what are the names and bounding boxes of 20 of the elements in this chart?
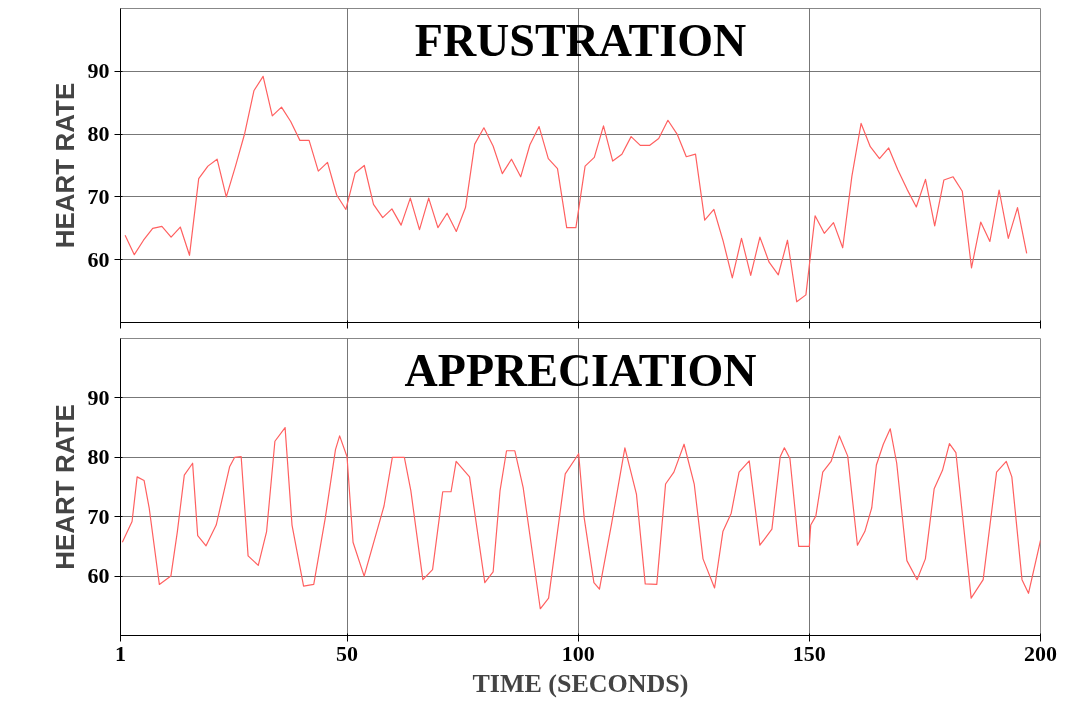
y-tick-label: 60 xyxy=(87,246,110,272)
x-tick-label: 150 xyxy=(792,640,826,666)
line-series xyxy=(124,75,1028,303)
y-tick-label: 90 xyxy=(87,384,110,410)
x-axis-title: TIME (SECONDS) xyxy=(472,668,689,698)
y-axis-title: HEART RATE xyxy=(49,82,80,249)
y-tick-label: 80 xyxy=(87,444,110,470)
x-tick-label: 50 xyxy=(336,640,359,666)
y-tick-label: 70 xyxy=(87,183,110,209)
y-tick-label: 80 xyxy=(87,121,110,147)
x-tick-label: 200 xyxy=(1024,640,1057,666)
y-tick-label: 70 xyxy=(87,503,110,529)
chart-title: APPRECIATION xyxy=(404,344,757,396)
y-tick-label: 90 xyxy=(87,58,110,84)
line-series xyxy=(121,427,1041,610)
x-tick-label: 1 xyxy=(115,640,126,666)
chart-title: FRUSTRATION xyxy=(414,14,747,66)
y-tick-label: 60 xyxy=(87,563,110,589)
x-tick-label: 100 xyxy=(561,640,595,666)
y-axis-title: HEART RATE xyxy=(49,404,80,570)
